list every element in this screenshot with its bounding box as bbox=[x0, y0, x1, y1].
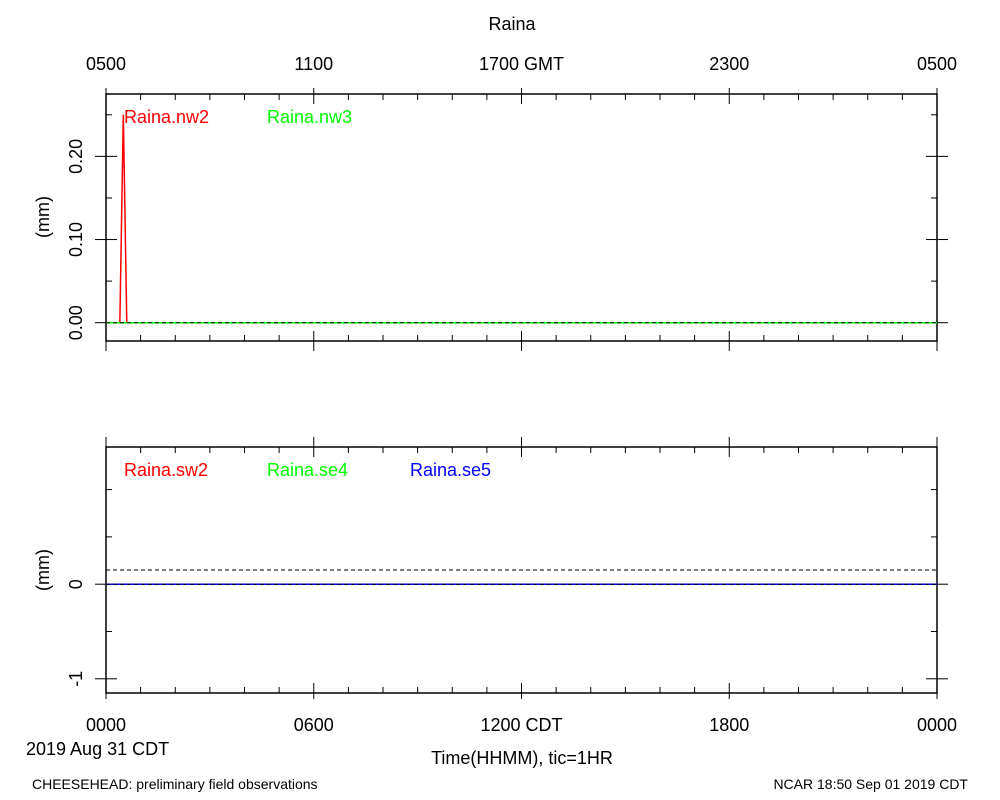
cdt-tick-label: 0600 bbox=[294, 715, 334, 735]
bottom-panel-ylabel: (mm) bbox=[33, 549, 53, 591]
cdt-tick-label: 1800 bbox=[709, 715, 749, 735]
legend-raina-nw3: Raina.nw3 bbox=[267, 107, 352, 127]
top-panel-series bbox=[106, 114, 937, 324]
top-panel-x-ticks bbox=[105, 88, 938, 351]
y-tick-label: -1 bbox=[66, 671, 86, 687]
gmt-tick-label: 2300 bbox=[709, 54, 749, 74]
series-line-Raina-nw2 bbox=[106, 114, 937, 324]
gmt-tick-label: 0500 bbox=[86, 54, 126, 74]
bottom-panel-x-ticks bbox=[105, 437, 938, 699]
legend-raina-sw2: Raina.sw2 bbox=[124, 460, 208, 480]
top-panel-ylabel: (mm) bbox=[33, 196, 53, 238]
top-panel-y-ticks: 0.00 0.10 0.20 bbox=[66, 114, 948, 340]
legend-raina-se5: Raina.se5 bbox=[410, 460, 491, 480]
cdt-tick-label: 0000 bbox=[86, 715, 126, 735]
gmt-tick-label: 1700 GMT bbox=[479, 54, 564, 74]
cdt-tick-labels: 0000 0600 1200 CDT 1800 0000 bbox=[86, 715, 957, 735]
y-tick-label: 0.10 bbox=[66, 222, 86, 257]
gmt-tick-labels: 0500 1100 1700 GMT 2300 0500 bbox=[86, 54, 957, 74]
y-tick-label: 0 bbox=[66, 579, 86, 589]
footer-left: CHEESEHEAD: preliminary field observatio… bbox=[32, 776, 318, 792]
top-panel-frame bbox=[105, 93, 938, 342]
gmt-tick-label: 0500 bbox=[917, 54, 957, 74]
cdt-tick-label: 1200 CDT bbox=[480, 715, 562, 735]
x-axis-label: Time(HHMM), tic=1HR bbox=[431, 748, 613, 768]
bottom-panel-y-ticks: -1 0 bbox=[66, 489, 948, 687]
footer-right: NCAR 18:50 Sep 01 2019 CDT bbox=[773, 776, 968, 792]
legend-raina-nw2: Raina.nw2 bbox=[124, 107, 209, 127]
y-tick-label: 0.20 bbox=[66, 139, 86, 174]
bottom-panel: -1 0 (mm) Raina.sw2 Raina.se4 Raina.se5 bbox=[33, 437, 948, 699]
gmt-tick-label: 1100 bbox=[294, 54, 333, 74]
chart-title: Raina bbox=[488, 14, 536, 34]
legend-raina-se4: Raina.se4 bbox=[267, 460, 348, 480]
top-panel: 0.00 0.10 0.20 (mm) Raina.nw2 Raina.nw3 bbox=[33, 88, 948, 351]
date-label: 2019 Aug 31 CDT bbox=[26, 739, 169, 759]
y-tick-label: 0.00 bbox=[66, 305, 86, 340]
cdt-tick-label: 0000 bbox=[917, 715, 957, 735]
